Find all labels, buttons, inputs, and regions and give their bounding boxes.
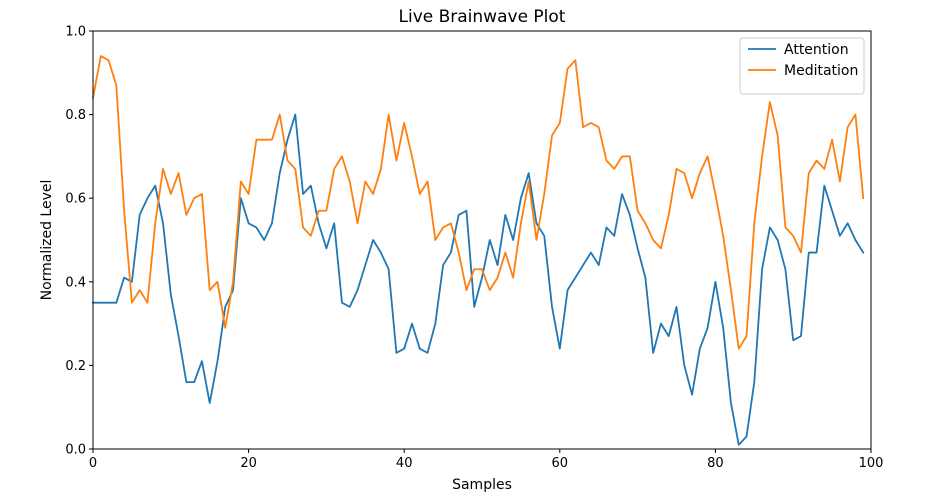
- y-tick-label: 0.2: [65, 359, 86, 374]
- y-tick-label: 1.0: [65, 25, 86, 40]
- x-tick-label: 0: [89, 456, 97, 471]
- x-tick-label: 20: [240, 456, 257, 471]
- y-tick-label: 0.0: [65, 443, 86, 458]
- y-tick-label: 0.6: [65, 192, 86, 207]
- y-tick-label: 0.4: [65, 275, 86, 290]
- legend-label-meditation: Meditation: [784, 63, 858, 79]
- x-axis-title: Samples: [452, 477, 512, 493]
- x-tick-label: 60: [552, 456, 569, 471]
- y-axis-title: Normalized Level: [39, 180, 55, 301]
- x-axis: 0 20 40 60 80 100: [89, 449, 884, 471]
- series-line-meditation: [91, 55, 865, 350]
- chart-title: Live Brainwave Plot: [399, 7, 566, 27]
- legend-box: [739, 37, 865, 95]
- series-line-attention: [92, 113, 865, 446]
- series-layer: [91, 55, 865, 446]
- x-tick-label: 80: [707, 456, 724, 471]
- y-tick-label: 0.8: [65, 108, 86, 123]
- legend: Attention Meditation: [739, 37, 865, 95]
- y-axis: 0.0 0.2 0.4 0.6 0.8 1.0: [65, 25, 93, 458]
- x-tick-label: 100: [859, 456, 884, 471]
- x-tick-label: 40: [396, 456, 413, 471]
- legend-label-attention: Attention: [784, 42, 849, 58]
- plot-area-frame: [92, 30, 872, 450]
